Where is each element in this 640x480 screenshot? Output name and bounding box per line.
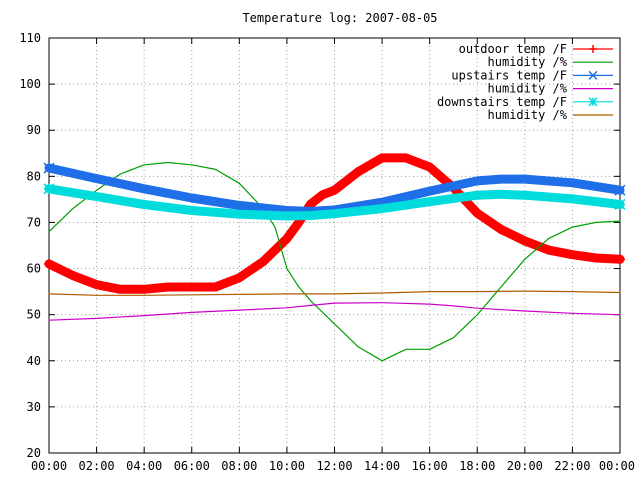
- y-tick-label: 20: [27, 446, 41, 460]
- series-marker: [614, 184, 626, 196]
- x-tick-label: 10:00: [269, 459, 305, 473]
- legend-entry: humidity /%: [488, 82, 613, 96]
- chart-title: Temperature log: 2007-08-05: [242, 11, 437, 25]
- x-tick-label: 00:00: [31, 459, 67, 473]
- x-tick-label: 04:00: [126, 459, 162, 473]
- y-tick-label: 90: [27, 123, 41, 137]
- series-line: [44, 153, 625, 294]
- legend-marker: [588, 70, 598, 80]
- legend-label: humidity /%: [488, 108, 568, 122]
- x-tick-label: 12:00: [316, 459, 352, 473]
- series-marker: [614, 198, 626, 210]
- series-marker: [43, 162, 55, 174]
- y-tick-label: 110: [19, 31, 41, 45]
- legend-marker: [588, 97, 598, 107]
- x-tick-label: 18:00: [459, 459, 495, 473]
- series-marker: [43, 183, 55, 195]
- y-tick-label: 70: [27, 215, 41, 229]
- x-tick-label: 08:00: [221, 459, 257, 473]
- series-layer: [43, 153, 626, 362]
- series-3: [48, 302, 621, 321]
- legend-entry: outdoor temp /F: [459, 42, 613, 56]
- series-marker: [615, 254, 625, 265]
- series-line: [48, 302, 621, 321]
- plot-frame: [48, 37, 621, 454]
- x-tick-label: 14:00: [364, 459, 400, 473]
- x-tick-label: 02:00: [79, 459, 115, 473]
- legend-label: downstairs temp /F: [437, 95, 567, 109]
- legend-entry: upstairs temp /F: [451, 68, 613, 82]
- legend-marker: [589, 45, 597, 53]
- series-1: [48, 161, 621, 362]
- series-marker: [44, 258, 54, 269]
- y-tick-label: 50: [27, 308, 41, 322]
- series-line: [48, 161, 621, 362]
- x-tick-label: 06:00: [174, 459, 210, 473]
- x-tick-label: 22:00: [554, 459, 590, 473]
- legend-label: outdoor temp /F: [459, 42, 567, 56]
- axes: 20 30 40 50 60 70 80 90 100 110 00:00 02:00 04:00 06:…: [19, 31, 635, 473]
- legend-entry: humidity /%: [488, 108, 613, 122]
- legend-label: humidity /%: [488, 55, 568, 69]
- legend-entry: humidity /%: [488, 55, 613, 69]
- legend-entry: downstairs temp /F: [437, 95, 613, 109]
- y-tick-label: 100: [19, 77, 41, 91]
- series-5: [48, 290, 621, 296]
- legend-label: humidity /%: [488, 82, 568, 96]
- y-tick-label: 60: [27, 262, 41, 276]
- legend-label: upstairs temp /F: [451, 68, 567, 82]
- y-tick-label: 40: [27, 354, 41, 368]
- series-line: [48, 290, 621, 296]
- x-tick-label: 00:00: [599, 459, 635, 473]
- x-tick-label: 20:00: [507, 459, 543, 473]
- y-tick-label: 30: [27, 400, 41, 414]
- series-0: [44, 153, 625, 294]
- x-tick-label: 16:00: [412, 459, 448, 473]
- series-line: [44, 184, 625, 221]
- series-4: [43, 183, 626, 221]
- y-tick-label: 80: [27, 169, 41, 183]
